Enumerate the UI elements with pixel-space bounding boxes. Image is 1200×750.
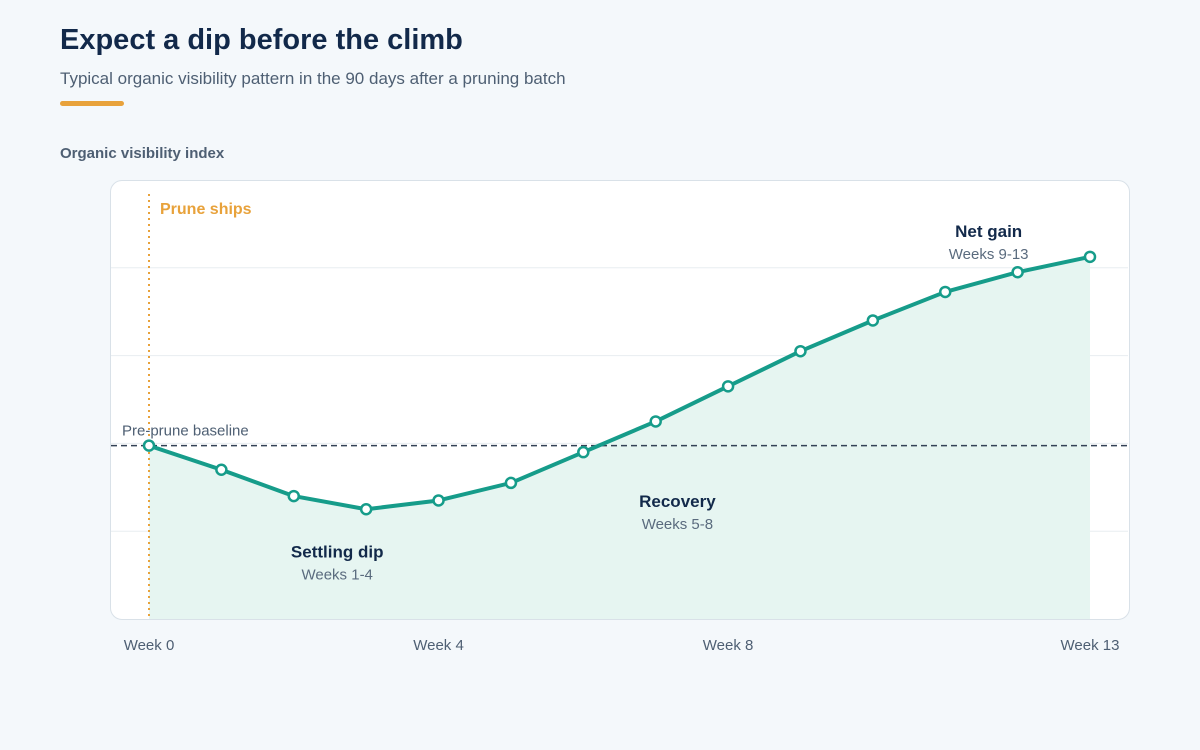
page-title: Expect a dip before the climb bbox=[60, 24, 463, 56]
page-subtitle: Typical organic visibility pattern in th… bbox=[60, 69, 566, 88]
phase-title: Net gain bbox=[955, 222, 1022, 241]
data-point bbox=[866, 314, 880, 327]
x-tick-label: Week 13 bbox=[1061, 637, 1120, 654]
y-axis-label: Organic visibility index bbox=[60, 145, 225, 162]
phase-range: Weeks 1-4 bbox=[301, 567, 372, 584]
data-points bbox=[142, 250, 1097, 516]
data-point bbox=[359, 503, 373, 516]
data-point bbox=[215, 463, 228, 476]
x-tick-label: Week 8 bbox=[703, 637, 754, 654]
phase-range: Weeks 5-8 bbox=[642, 516, 713, 533]
data-point bbox=[577, 445, 590, 459]
x-axis-ticks: Week 0 Week 4 Week 8 Week 13 bbox=[124, 637, 1120, 654]
data-point bbox=[1011, 265, 1024, 279]
baseline-label: Pre-prune baseline bbox=[122, 423, 249, 440]
title-accent-bar bbox=[60, 101, 124, 106]
data-point bbox=[432, 494, 445, 507]
series-line bbox=[147, 254, 1092, 512]
data-point bbox=[504, 476, 518, 490]
data-point bbox=[794, 344, 807, 358]
x-tick-label: Week 0 bbox=[124, 637, 175, 654]
x-tick-label: Week 4 bbox=[413, 637, 464, 654]
data-point bbox=[142, 439, 156, 452]
prune-event-label: Prune ships bbox=[160, 201, 252, 218]
data-point bbox=[938, 285, 952, 299]
data-point bbox=[287, 489, 301, 503]
phase-range: Weeks 9-13 bbox=[949, 246, 1029, 263]
data-point bbox=[649, 415, 662, 428]
data-point bbox=[1083, 250, 1097, 264]
phase-title: Settling dip bbox=[291, 543, 384, 562]
phase-annotations: Settling dip Weeks 1-4 Recovery Weeks 5-8 Ne… bbox=[291, 222, 1029, 583]
phase-title: Recovery bbox=[639, 492, 716, 511]
data-point bbox=[721, 380, 735, 393]
